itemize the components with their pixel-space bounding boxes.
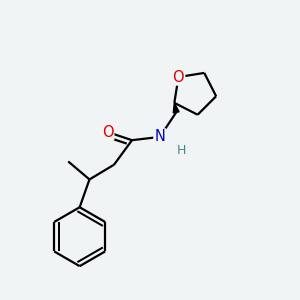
Text: N: N xyxy=(154,129,165,144)
Text: O: O xyxy=(172,70,184,85)
Polygon shape xyxy=(173,103,179,113)
Text: H: H xyxy=(176,144,186,157)
Text: O: O xyxy=(102,124,113,140)
